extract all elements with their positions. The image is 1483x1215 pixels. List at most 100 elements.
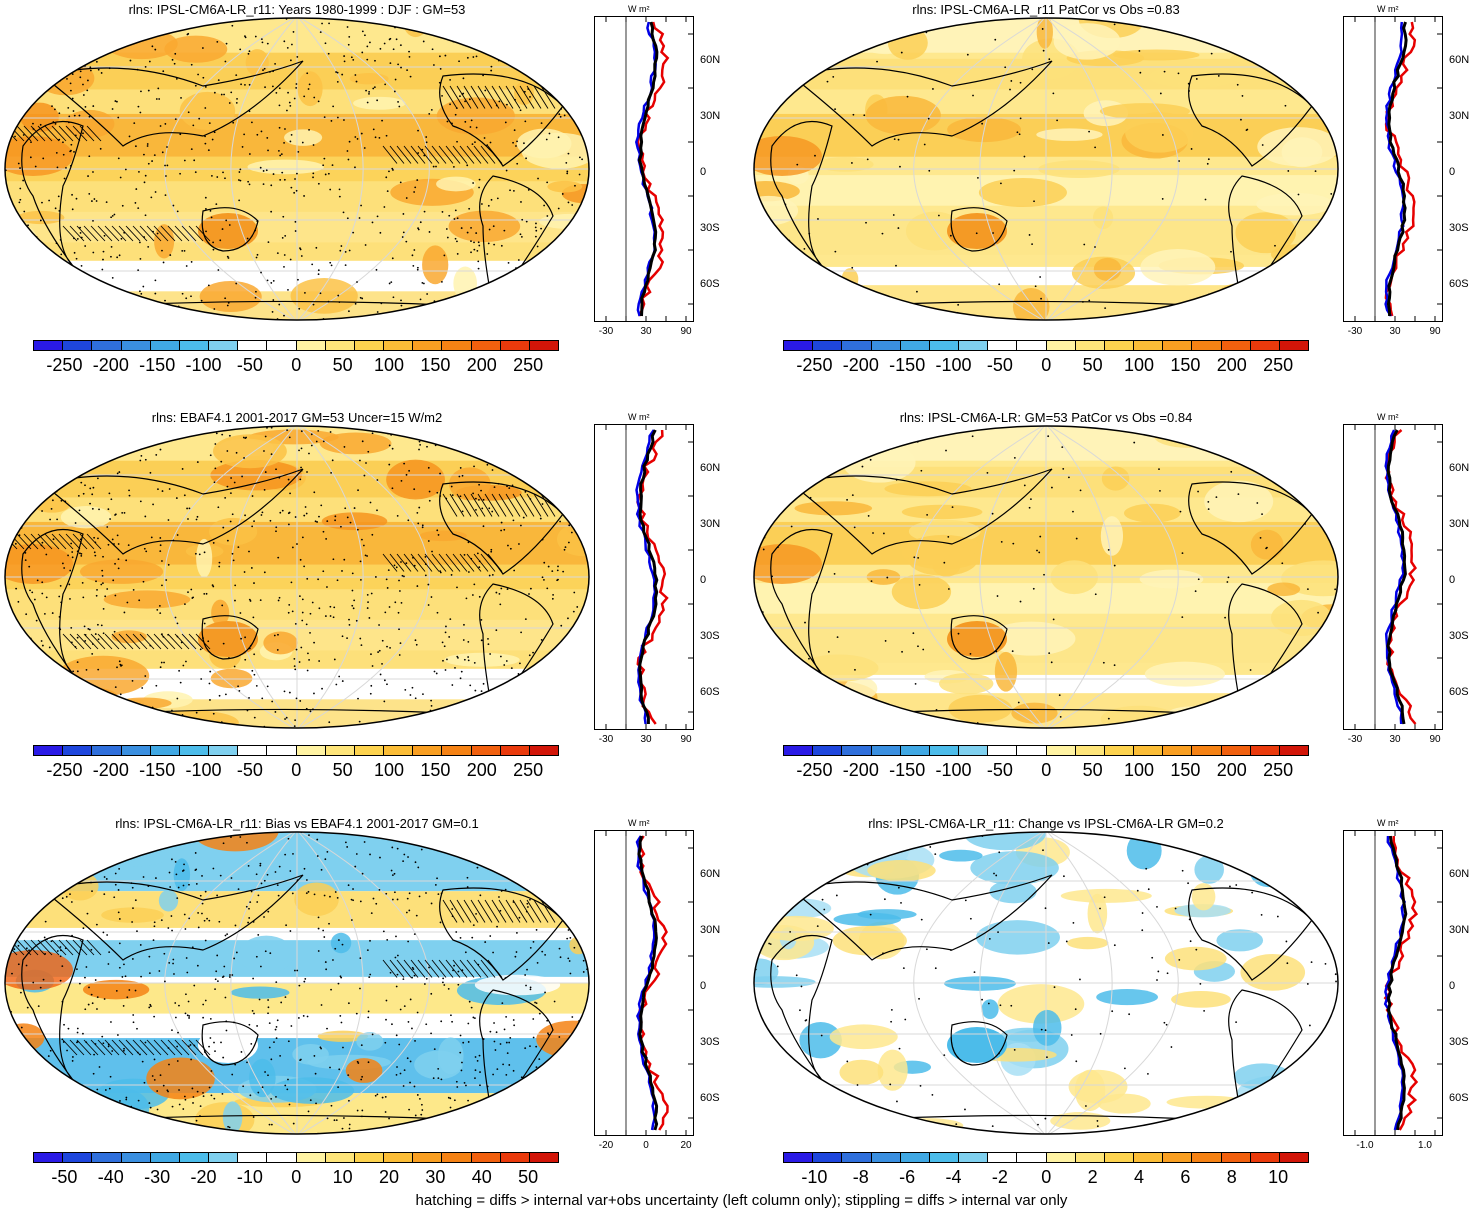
colorbar-swatch: [1221, 1153, 1251, 1162]
colorbar-swatch: [1104, 341, 1135, 350]
profile-lat-label: 30N: [700, 924, 721, 936]
colorbar-swatch: [179, 1153, 210, 1162]
colorbar-swatch: [900, 746, 930, 755]
colorbar-swatch: [34, 746, 64, 755]
colorbar-swatch: [34, 1153, 64, 1162]
profile-mean-line: [1386, 429, 1407, 725]
colorbar-swatch: [325, 341, 355, 350]
colorbar-swatch: [1134, 341, 1164, 350]
colorbar-tick-label: 250: [1263, 760, 1294, 780]
map-title: rlns: IPSL-CM6A-LR_r11 PatCor vs Obs =0.…: [912, 2, 1180, 17]
colorbar-swatch: [500, 341, 530, 350]
profile-x-label: 90: [1429, 734, 1441, 745]
colorbar-swatch: [267, 1153, 297, 1162]
colorbar-swatch: [529, 1153, 559, 1162]
colorbar-tick-label: 40: [471, 1167, 492, 1187]
profile-x-label: -20: [598, 1140, 614, 1151]
colorbar-labels: -10 -8 -6 -4 -2 0 2 4 6 8 10: [783, 1167, 1307, 1189]
colorbar-swatch: [1104, 1153, 1135, 1162]
colorbar-swatch: [1192, 746, 1222, 755]
colorbar-swatch: [1192, 341, 1222, 350]
profile-lat-label: 60N: [1449, 462, 1470, 474]
colorbar-swatch: [1104, 746, 1135, 755]
colorbar-tick-label: -50: [236, 760, 263, 780]
colorbar-swatch: [63, 1153, 93, 1162]
colorbar-tick-label: 250: [513, 355, 544, 375]
colorbar-tick-label: -100: [935, 355, 972, 375]
colorbar-tick-label: 0: [1041, 760, 1052, 780]
colorbar: [33, 1152, 559, 1163]
profile-mean-line: [1386, 835, 1408, 1131]
colorbar-swatch: [413, 341, 443, 350]
colorbar-swatch: [267, 746, 297, 755]
profile-lat-label: 0: [700, 166, 707, 178]
colorbar-swatch: [1221, 746, 1251, 755]
colorbar-swatch: [1046, 341, 1076, 350]
profile-mean-line: [637, 835, 659, 1131]
colorbar-swatch: [1046, 1153, 1076, 1162]
profile-lat-label: 60N: [700, 462, 721, 474]
colorbar-tick-label: 200: [466, 760, 497, 780]
colorbar-tick-label: 0: [1041, 1167, 1052, 1187]
colorbar: [783, 745, 1309, 756]
profile-x-label: 0: [643, 1140, 649, 1151]
profile-x-label: -30: [598, 734, 614, 745]
colorbar-swatch: [92, 1153, 122, 1162]
colorbar-tick-label: 10: [1268, 1167, 1289, 1187]
profile-x-label: 30: [1389, 326, 1401, 337]
profile-lat-label: 30S: [1449, 1036, 1469, 1048]
colorbar-swatch: [63, 341, 93, 350]
colorbar-swatch: [384, 341, 414, 350]
colorbar-swatch: [121, 341, 151, 350]
colorbar-swatch: [842, 341, 872, 350]
colorbar-swatch: [900, 1153, 930, 1162]
colorbar-swatch: [63, 746, 93, 755]
colorbar: [783, 1152, 1309, 1163]
world-map: [753, 425, 1339, 729]
profile-unit: W m²: [628, 412, 650, 422]
profile-unit: W m²: [1377, 4, 1399, 14]
profile-lat-label: 60N: [1449, 868, 1470, 880]
colorbar-tick-label: 250: [513, 760, 544, 780]
colorbar-swatch: [209, 1153, 239, 1162]
colorbar-labels: -250 -200 -150 -100 -50 0 50 100 150 200 250: [783, 355, 1307, 377]
colorbar-swatch: [296, 1153, 326, 1162]
colorbar-swatch: [121, 1153, 151, 1162]
colorbar-swatch: [813, 1153, 843, 1162]
colorbar-swatch: [413, 746, 443, 755]
colorbar-tick-label: 200: [1216, 355, 1247, 375]
colorbar-tick-label: -250: [796, 760, 833, 780]
colorbar-swatch: [267, 341, 297, 350]
colorbar-tick-label: -10: [236, 1167, 263, 1187]
profile-x-label: 30: [1389, 734, 1401, 745]
colorbar-swatch: [325, 1153, 355, 1162]
colorbar-swatch: [354, 746, 385, 755]
colorbar-swatch: [238, 746, 268, 755]
colorbar-swatch: [471, 746, 501, 755]
colorbar-swatch: [1134, 1153, 1164, 1162]
profile-lat-label: 30S: [700, 1036, 720, 1048]
profile-x-label: 90: [1429, 326, 1441, 337]
colorbar-tick-label: 30: [425, 1167, 446, 1187]
colorbar-swatch: [238, 1153, 268, 1162]
colorbar-tick-label: 150: [1170, 355, 1201, 375]
profile-obs-line: [635, 21, 657, 317]
colorbar-tick-label: -100: [185, 760, 222, 780]
colorbar-labels: -250 -200 -150 -100 -50 0 50 100 150 200 250: [33, 760, 557, 782]
colorbar-tick-label: 150: [420, 760, 451, 780]
colorbar-tick-label: 0: [291, 760, 302, 780]
colorbar-swatch: [871, 746, 901, 755]
colorbar-labels: -250 -200 -150 -100 -50 0 50 100 150 200 250: [33, 355, 557, 377]
colorbar-swatch: [1250, 746, 1280, 755]
profile-model-line: [636, 21, 670, 317]
profile-x-label: -1.0: [1356, 1140, 1374, 1151]
colorbar-swatch: [150, 341, 180, 350]
profile-unit: W m²: [1377, 818, 1399, 828]
map-title: rlns: IPSL-CM6A-LR_r11: Change vs IPSL-C…: [868, 816, 1224, 831]
colorbar-tick-label: -2: [991, 1167, 1008, 1187]
profile-lat-label: 60S: [1449, 686, 1469, 698]
profile-lat-label: 30S: [700, 222, 720, 234]
colorbar-swatch: [442, 341, 472, 350]
colorbar-tick-label: 4: [1134, 1167, 1145, 1187]
colorbar-tick-label: -200: [842, 355, 879, 375]
